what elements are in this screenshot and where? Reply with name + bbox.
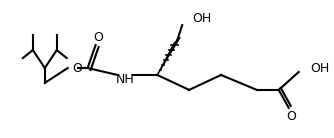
Text: OH: OH — [311, 63, 330, 75]
Text: O: O — [94, 31, 104, 44]
Text: O: O — [286, 110, 296, 123]
Text: NH: NH — [116, 73, 135, 86]
Text: O: O — [73, 62, 82, 75]
Text: OH: OH — [192, 12, 211, 25]
Polygon shape — [157, 37, 180, 75]
